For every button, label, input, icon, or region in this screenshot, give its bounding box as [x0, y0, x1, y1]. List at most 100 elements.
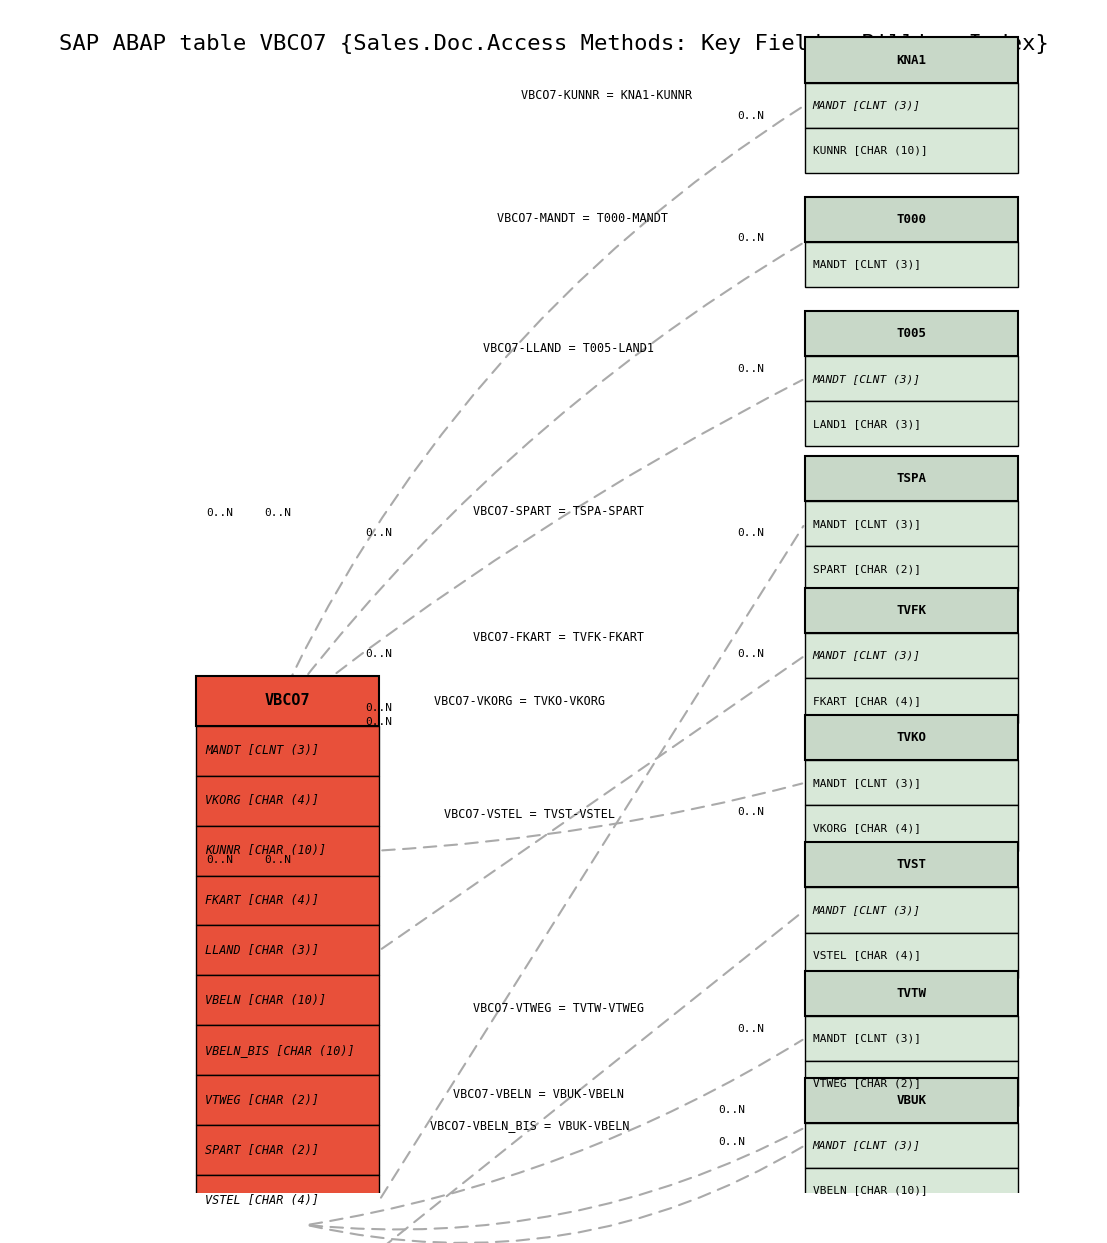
Text: VBCO7-VSTEL = TVST-VSTEL: VBCO7-VSTEL = TVST-VSTEL — [444, 808, 614, 822]
FancyBboxPatch shape — [805, 843, 1017, 888]
Text: MANDT [CLNT (3)]: MANDT [CLNT (3)] — [813, 778, 921, 788]
Text: SPART [CHAR (2)]: SPART [CHAR (2)] — [813, 564, 921, 574]
Text: VSTEL [CHAR (4)]: VSTEL [CHAR (4)] — [813, 950, 921, 960]
FancyBboxPatch shape — [805, 196, 1017, 242]
FancyBboxPatch shape — [805, 1016, 1017, 1062]
Text: VBCO7-VBELN = VBUK-VBELN: VBCO7-VBELN = VBUK-VBELN — [454, 1088, 624, 1101]
FancyBboxPatch shape — [805, 1062, 1017, 1106]
Text: VBCO7-SPART = TSPA-SPART: VBCO7-SPART = TSPA-SPART — [473, 505, 644, 518]
FancyBboxPatch shape — [805, 242, 1017, 287]
FancyBboxPatch shape — [196, 875, 380, 926]
FancyBboxPatch shape — [196, 1125, 380, 1175]
Text: TSPA: TSPA — [897, 472, 927, 485]
FancyBboxPatch shape — [805, 805, 1017, 850]
Text: VBCO7: VBCO7 — [265, 694, 310, 709]
Text: 0..N: 0..N — [737, 649, 764, 659]
FancyBboxPatch shape — [805, 932, 1017, 978]
Text: 0..N: 0..N — [265, 508, 291, 518]
Text: VBELN_BIS [CHAR (10)]: VBELN_BIS [CHAR (10)] — [206, 1044, 355, 1057]
Text: MANDT [CLNT (3)]: MANDT [CLNT (3)] — [813, 374, 921, 384]
Text: LLAND [CHAR (3)]: LLAND [CHAR (3)] — [206, 943, 320, 957]
FancyBboxPatch shape — [196, 926, 380, 976]
FancyBboxPatch shape — [805, 128, 1017, 173]
Text: TVKO: TVKO — [897, 731, 927, 745]
Text: 0..N: 0..N — [737, 528, 764, 538]
FancyBboxPatch shape — [196, 726, 380, 776]
Text: 0..N: 0..N — [717, 1137, 745, 1147]
FancyBboxPatch shape — [805, 1078, 1017, 1122]
FancyBboxPatch shape — [805, 82, 1017, 128]
Text: 0..N: 0..N — [737, 1024, 764, 1034]
Text: MANDT [CLNT (3)]: MANDT [CLNT (3)] — [813, 260, 921, 270]
FancyBboxPatch shape — [196, 776, 380, 825]
Text: VBCO7-VBELN_BIS = VBUK-VBELN: VBCO7-VBELN_BIS = VBUK-VBELN — [430, 1119, 629, 1131]
Text: MANDT [CLNT (3)]: MANDT [CLNT (3)] — [206, 745, 320, 757]
Text: VBELN [CHAR (10)]: VBELN [CHAR (10)] — [206, 994, 327, 1007]
FancyBboxPatch shape — [805, 1122, 1017, 1168]
FancyBboxPatch shape — [196, 676, 380, 726]
FancyBboxPatch shape — [196, 976, 380, 1025]
Text: LAND1 [CHAR (3)]: LAND1 [CHAR (3)] — [813, 419, 921, 429]
Text: MANDT [CLNT (3)]: MANDT [CLNT (3)] — [813, 101, 921, 111]
Text: 0..N: 0..N — [365, 717, 392, 727]
FancyBboxPatch shape — [805, 679, 1017, 723]
Text: VBCO7-KUNNR = KNA1-KUNNR: VBCO7-KUNNR = KNA1-KUNNR — [521, 89, 692, 102]
Text: TVFK: TVFK — [897, 604, 927, 617]
Text: VBCO7-VTWEG = TVTW-VTWEG: VBCO7-VTWEG = TVTW-VTWEG — [473, 1002, 644, 1016]
FancyBboxPatch shape — [196, 1175, 380, 1226]
Text: VTWEG [CHAR (2)]: VTWEG [CHAR (2)] — [813, 1079, 921, 1089]
Text: 0..N: 0..N — [206, 508, 234, 518]
FancyBboxPatch shape — [805, 501, 1017, 546]
FancyBboxPatch shape — [805, 1168, 1017, 1213]
Text: 0..N: 0..N — [737, 111, 764, 121]
FancyBboxPatch shape — [196, 1075, 380, 1125]
FancyBboxPatch shape — [805, 588, 1017, 633]
FancyBboxPatch shape — [196, 1025, 380, 1075]
Text: 0..N: 0..N — [717, 1105, 745, 1115]
Text: VSTEL [CHAR (4)]: VSTEL [CHAR (4)] — [206, 1193, 320, 1207]
Text: MANDT [CLNT (3)]: MANDT [CLNT (3)] — [813, 1033, 921, 1043]
Text: VBCO7-FKART = TVFK-FKART: VBCO7-FKART = TVFK-FKART — [473, 631, 644, 644]
FancyBboxPatch shape — [805, 546, 1017, 592]
Text: KNA1: KNA1 — [897, 53, 927, 67]
Text: 0..N: 0..N — [365, 649, 392, 659]
Text: 0..N: 0..N — [365, 528, 392, 538]
FancyBboxPatch shape — [805, 311, 1017, 355]
FancyBboxPatch shape — [805, 401, 1017, 446]
FancyBboxPatch shape — [805, 37, 1017, 82]
Text: MANDT [CLNT (3)]: MANDT [CLNT (3)] — [813, 1140, 921, 1150]
Text: KUNNR [CHAR (10)]: KUNNR [CHAR (10)] — [206, 844, 327, 856]
Text: SPART [CHAR (2)]: SPART [CHAR (2)] — [206, 1144, 320, 1156]
Text: FKART [CHAR (4)]: FKART [CHAR (4)] — [206, 894, 320, 907]
Text: TVST: TVST — [897, 859, 927, 871]
Text: TVTW: TVTW — [897, 987, 927, 999]
Text: VBELN [CHAR (10)]: VBELN [CHAR (10)] — [813, 1186, 928, 1196]
Text: VKORG [CHAR (4)]: VKORG [CHAR (4)] — [206, 794, 320, 807]
FancyBboxPatch shape — [805, 355, 1017, 401]
Text: VBCO7-VKORG = TVKO-VKORG: VBCO7-VKORG = TVKO-VKORG — [434, 695, 606, 709]
FancyBboxPatch shape — [805, 971, 1017, 1016]
Text: MANDT [CLNT (3)]: MANDT [CLNT (3)] — [813, 518, 921, 528]
Text: 0..N: 0..N — [206, 855, 234, 865]
FancyBboxPatch shape — [805, 888, 1017, 932]
Text: SAP ABAP table VBCO7 {Sales.Doc.Access Methods: Key Fields: Billing Index}: SAP ABAP table VBCO7 {Sales.Doc.Access M… — [59, 34, 1048, 53]
FancyBboxPatch shape — [805, 633, 1017, 679]
Text: MANDT [CLNT (3)]: MANDT [CLNT (3)] — [813, 905, 921, 915]
Text: T000: T000 — [897, 213, 927, 226]
Text: 0..N: 0..N — [737, 234, 764, 244]
Text: 0..N: 0..N — [737, 808, 764, 818]
FancyBboxPatch shape — [805, 456, 1017, 501]
Text: VBUK: VBUK — [897, 1094, 927, 1106]
Text: 0..N: 0..N — [265, 855, 291, 865]
Text: 0..N: 0..N — [365, 702, 392, 713]
Text: T005: T005 — [897, 327, 927, 339]
Text: VBCO7-LLAND = T005-LAND1: VBCO7-LLAND = T005-LAND1 — [483, 342, 653, 355]
Text: VKORG [CHAR (4)]: VKORG [CHAR (4)] — [813, 823, 921, 833]
Text: MANDT [CLNT (3)]: MANDT [CLNT (3)] — [813, 650, 921, 660]
Text: KUNNR [CHAR (10)]: KUNNR [CHAR (10)] — [813, 145, 928, 155]
Text: VTWEG [CHAR (2)]: VTWEG [CHAR (2)] — [206, 1094, 320, 1106]
FancyBboxPatch shape — [196, 825, 380, 875]
Text: VBCO7-MANDT = T000-MANDT: VBCO7-MANDT = T000-MANDT — [497, 211, 668, 225]
FancyBboxPatch shape — [805, 761, 1017, 805]
Text: FKART [CHAR (4)]: FKART [CHAR (4)] — [813, 696, 921, 706]
